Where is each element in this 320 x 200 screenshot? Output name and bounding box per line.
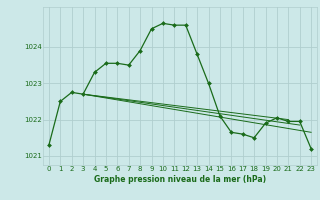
X-axis label: Graphe pression niveau de la mer (hPa): Graphe pression niveau de la mer (hPa): [94, 175, 266, 184]
